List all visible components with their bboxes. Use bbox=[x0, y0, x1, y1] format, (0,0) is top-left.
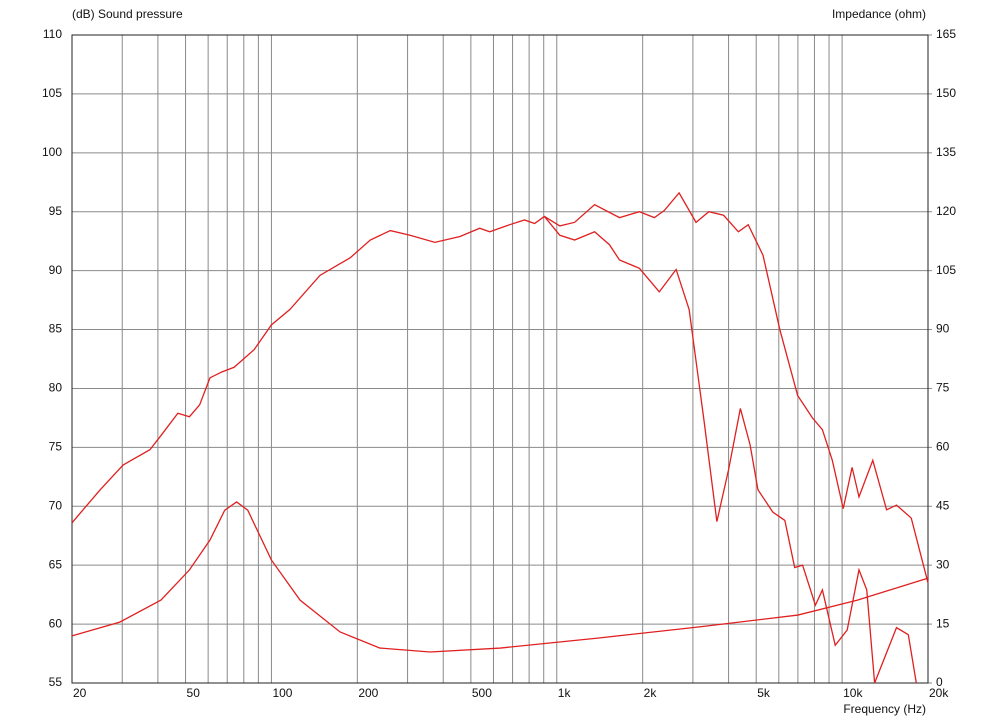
y-tick-label: 60 bbox=[49, 616, 63, 630]
x-axis-label: Frequency (Hz) bbox=[843, 702, 926, 716]
y-tick-label: 90 bbox=[49, 263, 63, 277]
y2-tick-label: 120 bbox=[936, 204, 956, 218]
x-tick-label: 200 bbox=[358, 686, 378, 700]
x-tick-label: 500 bbox=[472, 686, 492, 700]
y2-tick-label: 90 bbox=[936, 322, 950, 336]
y2-tick-label: 60 bbox=[936, 440, 950, 454]
plot-frame bbox=[71, 34, 929, 684]
y-tick-label: 75 bbox=[49, 440, 63, 454]
y2-tick-label: 75 bbox=[936, 381, 950, 395]
y-tick-label: 110 bbox=[43, 27, 62, 41]
y-tick-label: 65 bbox=[49, 557, 63, 571]
x-tick-label: 5k bbox=[757, 686, 771, 700]
y-axis-label: (dB) Sound pressure bbox=[72, 7, 183, 21]
y-tick-label: 95 bbox=[49, 204, 63, 218]
y2-tick-label: 30 bbox=[936, 557, 950, 571]
y-tick-label: 55 bbox=[49, 675, 63, 689]
x-tick-label: 20 bbox=[73, 686, 87, 700]
y-tick-label: 70 bbox=[49, 498, 63, 512]
y2-tick-label: 150 bbox=[936, 86, 956, 100]
x-tick-label: 20k bbox=[929, 686, 949, 700]
response-curve bbox=[543, 216, 917, 684]
y2-tick-label: 135 bbox=[936, 145, 956, 159]
y-tick-label: 105 bbox=[42, 86, 62, 100]
y-tick-label: 100 bbox=[42, 145, 62, 159]
y2-tick-label: 105 bbox=[936, 263, 956, 277]
y-tick-label: 80 bbox=[49, 381, 63, 395]
response-curve bbox=[71, 191, 929, 584]
x-tick-label: 10k bbox=[843, 686, 863, 700]
y2-tick-label: 45 bbox=[936, 498, 950, 512]
x-tick-label: 1k bbox=[558, 686, 572, 700]
y2-axis-label: Impedance (ohm) bbox=[832, 7, 926, 21]
x-tick-label: 50 bbox=[187, 686, 201, 700]
y2-tick-label: 165 bbox=[936, 27, 956, 41]
y2-tick-label: 0 bbox=[936, 675, 943, 689]
response-curve bbox=[71, 501, 929, 653]
y-tick-label: 85 bbox=[49, 322, 63, 336]
y2-tick-label: 15 bbox=[936, 616, 950, 630]
x-tick-label: 2k bbox=[644, 686, 658, 700]
x-tick-label: 100 bbox=[272, 686, 292, 700]
